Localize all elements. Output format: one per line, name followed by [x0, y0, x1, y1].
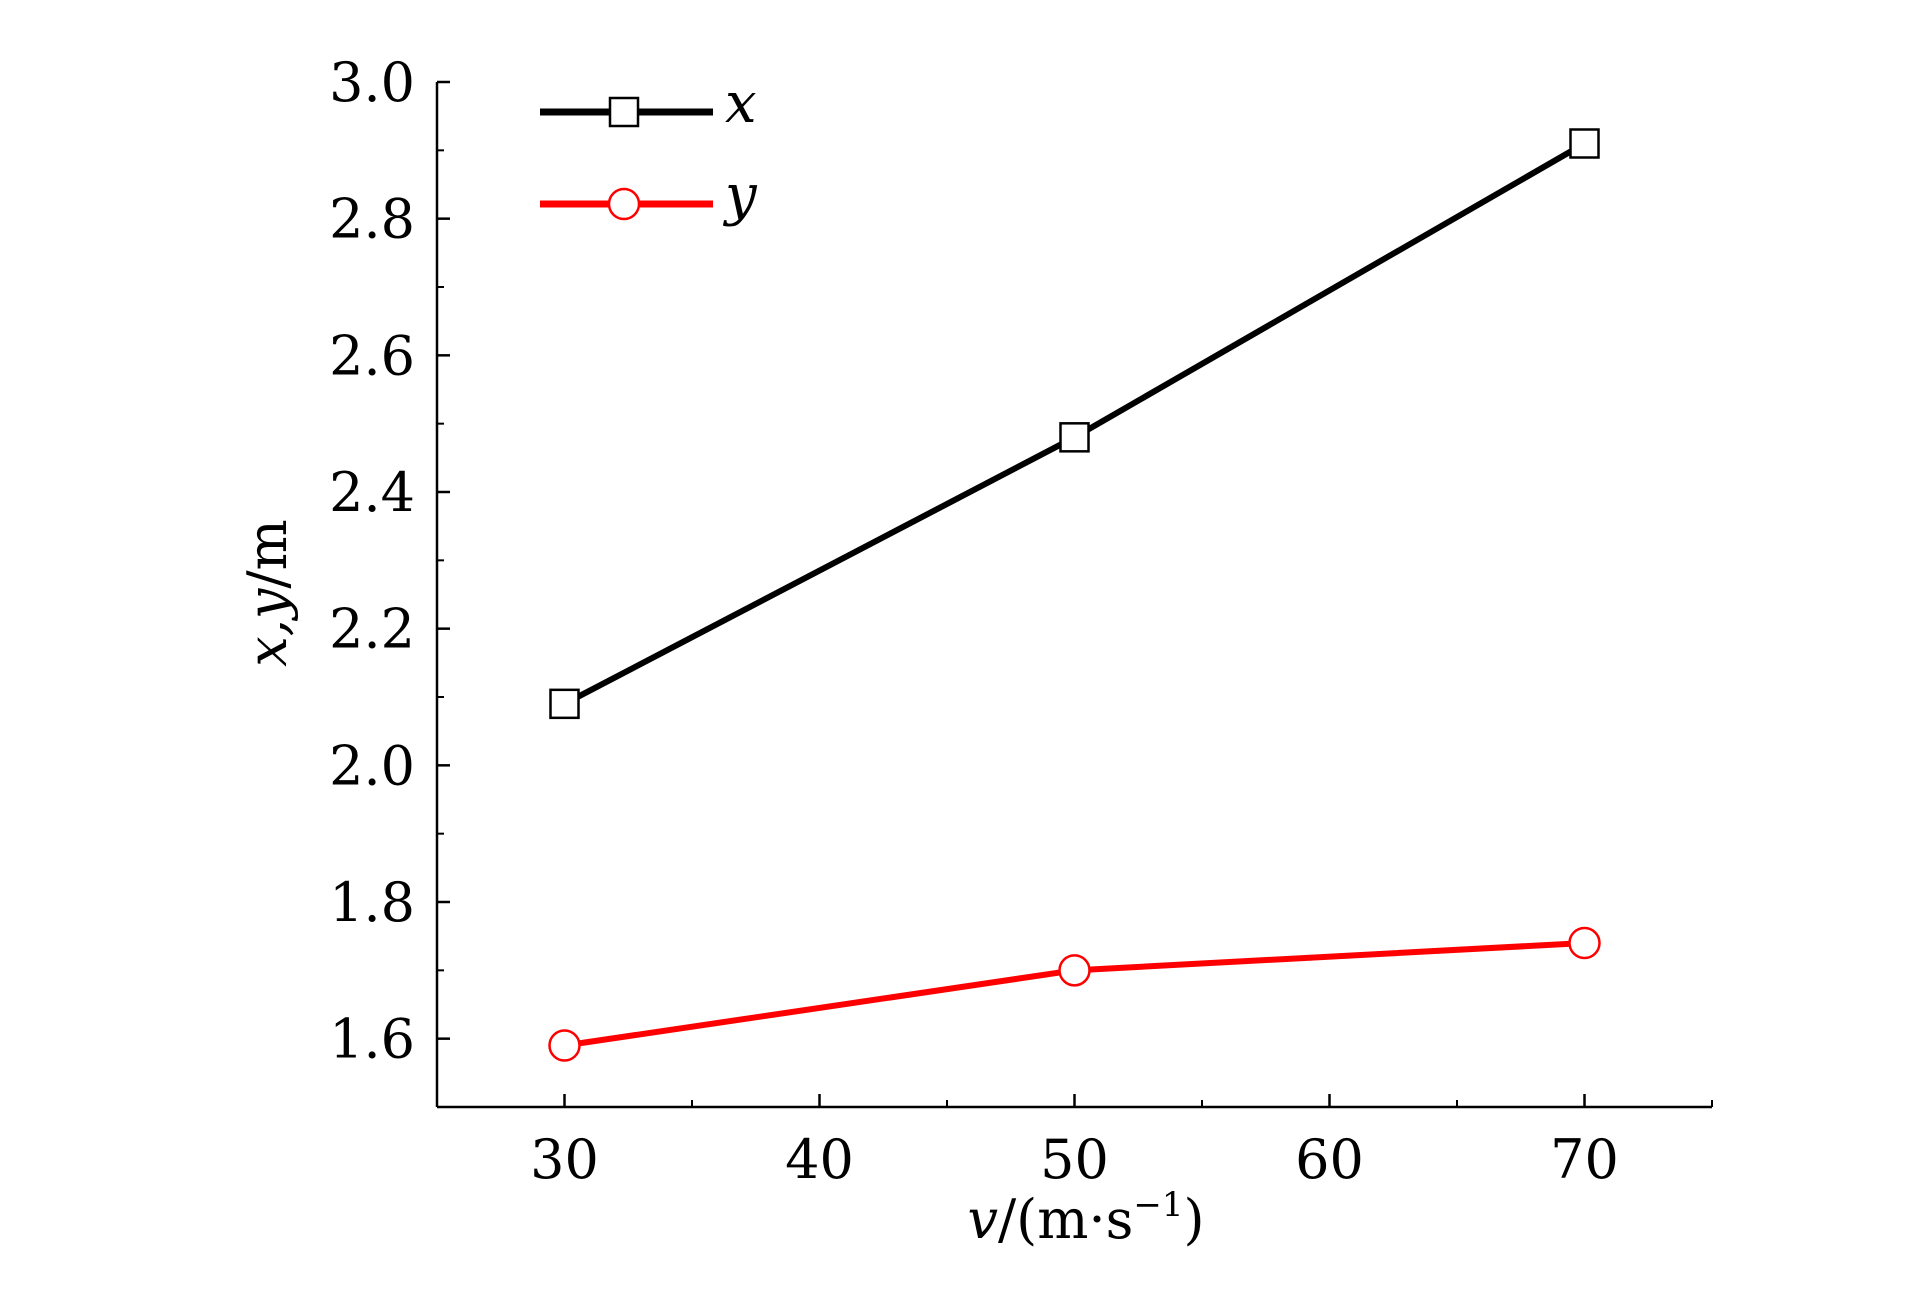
x-axis-title: v/(m·s−1) [967, 1185, 1204, 1251]
y-tick-label: 2.4 [329, 461, 415, 524]
y-tick-label: 1.8 [329, 871, 415, 934]
series-layer [548, 128, 1601, 1062]
data-point-y [548, 1029, 581, 1062]
legend-marker [608, 96, 640, 128]
legend-label: x [725, 71, 757, 136]
legend-label: y [722, 163, 758, 228]
series-y [548, 926, 1601, 1062]
y-tick-label: 1.6 [329, 1008, 415, 1071]
x-tick-label: 60 [1295, 1128, 1364, 1191]
data-point-y [1568, 926, 1601, 960]
y-tick-label: 3.0 [329, 51, 415, 114]
data-point-x [549, 688, 580, 720]
y-axis-ticks: 1.6 1.8 2.0 2.2 2.4 2.6 2.8 3.0 [329, 51, 450, 1108]
y-tick-label: 2.6 [329, 324, 415, 387]
x-axis-ticks: 30 40 50 60 70 [436, 1094, 1713, 1191]
legend-item-x: x [540, 71, 757, 136]
x-tick-label: 40 [785, 1128, 854, 1191]
x-tick-label: 70 [1550, 1128, 1619, 1191]
y-tick-label: 2.8 [329, 188, 415, 251]
y-tick-label: 2.2 [329, 598, 415, 661]
x-tick-label: 30 [530, 1128, 599, 1191]
x-tick-label: 50 [1040, 1128, 1109, 1191]
legend-marker [607, 187, 641, 221]
data-point-y [1058, 954, 1091, 987]
y-tick-label: 2.0 [329, 734, 415, 797]
data-point-x [1059, 422, 1090, 453]
series-x [549, 128, 1600, 720]
y-axis-title: x,y/m [236, 519, 299, 667]
data-point-x [1569, 128, 1600, 159]
legend: xy [540, 71, 758, 228]
legend-item-y: y [540, 163, 758, 228]
axes [435, 82, 1712, 1109]
